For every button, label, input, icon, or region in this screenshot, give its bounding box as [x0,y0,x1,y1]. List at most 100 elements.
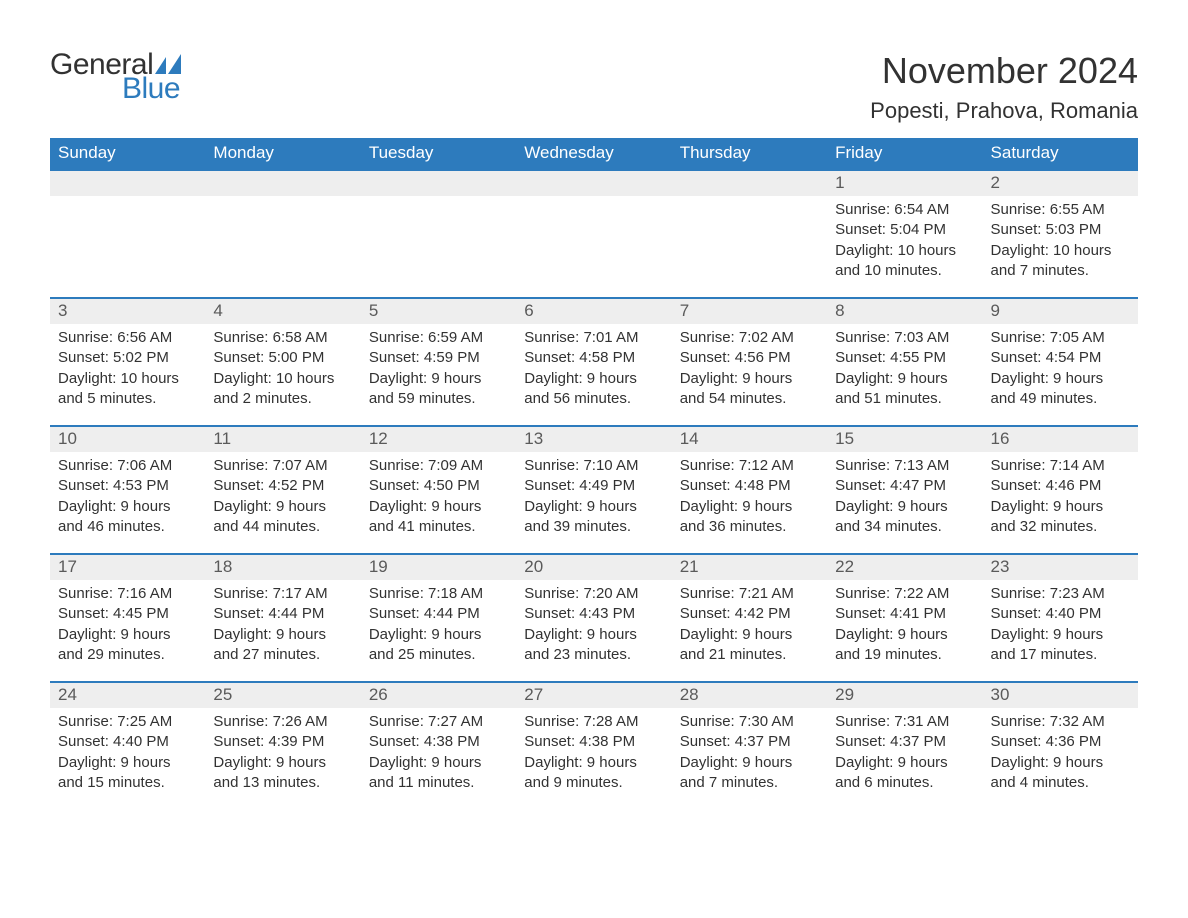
daylight-line: Daylight: 9 hours and 11 minutes. [369,753,508,794]
sunset-line: Sunset: 4:46 PM [991,476,1130,496]
sunrise-line: Sunrise: 7:14 AM [991,456,1130,476]
weekday-header: Tuesday [361,138,516,169]
day-details: Sunrise: 7:18 AMSunset: 4:44 PMDaylight:… [361,580,516,671]
sunset-line: Sunset: 4:59 PM [369,348,508,368]
day-number: 3 [50,299,205,324]
day-number: 14 [672,427,827,452]
sunrise-line: Sunrise: 7:23 AM [991,584,1130,604]
calendar-cell: 2Sunrise: 6:55 AMSunset: 5:03 PMDaylight… [983,169,1138,297]
day-details: Sunrise: 7:32 AMSunset: 4:36 PMDaylight:… [983,708,1138,799]
sunset-line: Sunset: 4:42 PM [680,604,819,624]
day-number: 20 [516,555,671,580]
daylight-line: Daylight: 9 hours and 44 minutes. [213,497,352,538]
empty-day-wrap: 0 [516,169,671,196]
daylight-line: Daylight: 9 hours and 21 minutes. [680,625,819,666]
empty-day-number: 0 [672,171,827,196]
daylight-line: Daylight: 9 hours and 46 minutes. [58,497,197,538]
sunset-line: Sunset: 4:50 PM [369,476,508,496]
day-number: 24 [50,683,205,708]
day-details: Sunrise: 7:05 AMSunset: 4:54 PMDaylight:… [983,324,1138,415]
day-number: 23 [983,555,1138,580]
daylight-line: Daylight: 10 hours and 2 minutes. [213,369,352,410]
sunset-line: Sunset: 4:44 PM [213,604,352,624]
sunset-line: Sunset: 4:40 PM [58,732,197,752]
day-details: Sunrise: 7:16 AMSunset: 4:45 PMDaylight:… [50,580,205,671]
weekday-header-row: SundayMondayTuesdayWednesdayThursdayFrid… [50,138,1138,169]
day-number: 12 [361,427,516,452]
day-number: 19 [361,555,516,580]
sunrise-line: Sunrise: 7:21 AM [680,584,819,604]
empty-day-number: 0 [361,171,516,196]
day-number: 18 [205,555,360,580]
calendar-cell: 22Sunrise: 7:22 AMSunset: 4:41 PMDayligh… [827,553,982,681]
weekday-header: Saturday [983,138,1138,169]
daylight-line: Daylight: 9 hours and 15 minutes. [58,753,197,794]
sunset-line: Sunset: 4:58 PM [524,348,663,368]
calendar-body: 000001Sunrise: 6:54 AMSunset: 5:04 PMDay… [50,169,1138,809]
sunrise-line: Sunrise: 7:17 AM [213,584,352,604]
sunset-line: Sunset: 4:36 PM [991,732,1130,752]
calendar-cell: 24Sunrise: 7:25 AMSunset: 4:40 PMDayligh… [50,681,205,809]
day-wrap: 2Sunrise: 6:55 AMSunset: 5:03 PMDaylight… [983,169,1138,287]
day-wrap: 1Sunrise: 6:54 AMSunset: 5:04 PMDaylight… [827,169,982,287]
day-wrap: 21Sunrise: 7:21 AMSunset: 4:42 PMDayligh… [672,553,827,671]
day-details: Sunrise: 7:23 AMSunset: 4:40 PMDaylight:… [983,580,1138,671]
calendar-cell: 9Sunrise: 7:05 AMSunset: 4:54 PMDaylight… [983,297,1138,425]
day-details: Sunrise: 7:10 AMSunset: 4:49 PMDaylight:… [516,452,671,543]
day-details: Sunrise: 6:54 AMSunset: 5:04 PMDaylight:… [827,196,982,287]
day-details: Sunrise: 7:21 AMSunset: 4:42 PMDaylight:… [672,580,827,671]
day-wrap: 16Sunrise: 7:14 AMSunset: 4:46 PMDayligh… [983,425,1138,543]
calendar-cell: 12Sunrise: 7:09 AMSunset: 4:50 PMDayligh… [361,425,516,553]
sunrise-line: Sunrise: 7:32 AM [991,712,1130,732]
weekday-header: Thursday [672,138,827,169]
day-number: 4 [205,299,360,324]
day-wrap: 5Sunrise: 6:59 AMSunset: 4:59 PMDaylight… [361,297,516,415]
sunrise-line: Sunrise: 7:22 AM [835,584,974,604]
calendar-week-row: 10Sunrise: 7:06 AMSunset: 4:53 PMDayligh… [50,425,1138,553]
day-details: Sunrise: 7:28 AMSunset: 4:38 PMDaylight:… [516,708,671,799]
calendar-cell: 20Sunrise: 7:20 AMSunset: 4:43 PMDayligh… [516,553,671,681]
daylight-line: Daylight: 9 hours and 27 minutes. [213,625,352,666]
page-header: General Blue November 2024 Popesti, Prah… [50,50,1138,124]
day-wrap: 11Sunrise: 7:07 AMSunset: 4:52 PMDayligh… [205,425,360,543]
day-number: 30 [983,683,1138,708]
day-details: Sunrise: 7:26 AMSunset: 4:39 PMDaylight:… [205,708,360,799]
calendar-cell: 5Sunrise: 6:59 AMSunset: 4:59 PMDaylight… [361,297,516,425]
calendar-cell: 8Sunrise: 7:03 AMSunset: 4:55 PMDaylight… [827,297,982,425]
calendar-cell: 14Sunrise: 7:12 AMSunset: 4:48 PMDayligh… [672,425,827,553]
day-number: 26 [361,683,516,708]
calendar-cell: 17Sunrise: 7:16 AMSunset: 4:45 PMDayligh… [50,553,205,681]
sunrise-line: Sunrise: 7:27 AM [369,712,508,732]
daylight-line: Daylight: 9 hours and 6 minutes. [835,753,974,794]
sunrise-line: Sunrise: 6:59 AM [369,328,508,348]
sunset-line: Sunset: 4:53 PM [58,476,197,496]
day-number: 25 [205,683,360,708]
day-wrap: 24Sunrise: 7:25 AMSunset: 4:40 PMDayligh… [50,681,205,799]
daylight-line: Daylight: 9 hours and 54 minutes. [680,369,819,410]
day-wrap: 9Sunrise: 7:05 AMSunset: 4:54 PMDaylight… [983,297,1138,415]
calendar-cell: 16Sunrise: 7:14 AMSunset: 4:46 PMDayligh… [983,425,1138,553]
calendar-cell: 21Sunrise: 7:21 AMSunset: 4:42 PMDayligh… [672,553,827,681]
sunset-line: Sunset: 4:45 PM [58,604,197,624]
day-details: Sunrise: 7:17 AMSunset: 4:44 PMDaylight:… [205,580,360,671]
daylight-line: Daylight: 9 hours and 4 minutes. [991,753,1130,794]
day-details: Sunrise: 7:06 AMSunset: 4:53 PMDaylight:… [50,452,205,543]
daylight-line: Daylight: 9 hours and 32 minutes. [991,497,1130,538]
day-number: 22 [827,555,982,580]
sunset-line: Sunset: 4:47 PM [835,476,974,496]
calendar-week-row: 17Sunrise: 7:16 AMSunset: 4:45 PMDayligh… [50,553,1138,681]
daylight-line: Daylight: 9 hours and 41 minutes. [369,497,508,538]
sunrise-line: Sunrise: 7:01 AM [524,328,663,348]
day-details: Sunrise: 7:25 AMSunset: 4:40 PMDaylight:… [50,708,205,799]
day-number: 1 [827,171,982,196]
day-details: Sunrise: 7:13 AMSunset: 4:47 PMDaylight:… [827,452,982,543]
calendar-cell: 0 [672,169,827,297]
daylight-line: Daylight: 9 hours and 29 minutes. [58,625,197,666]
daylight-line: Daylight: 9 hours and 49 minutes. [991,369,1130,410]
calendar-cell: 11Sunrise: 7:07 AMSunset: 4:52 PMDayligh… [205,425,360,553]
sunset-line: Sunset: 4:56 PM [680,348,819,368]
sunset-line: Sunset: 4:54 PM [991,348,1130,368]
sunset-line: Sunset: 5:03 PM [991,220,1130,240]
sunrise-line: Sunrise: 7:10 AM [524,456,663,476]
day-wrap: 4Sunrise: 6:58 AMSunset: 5:00 PMDaylight… [205,297,360,415]
